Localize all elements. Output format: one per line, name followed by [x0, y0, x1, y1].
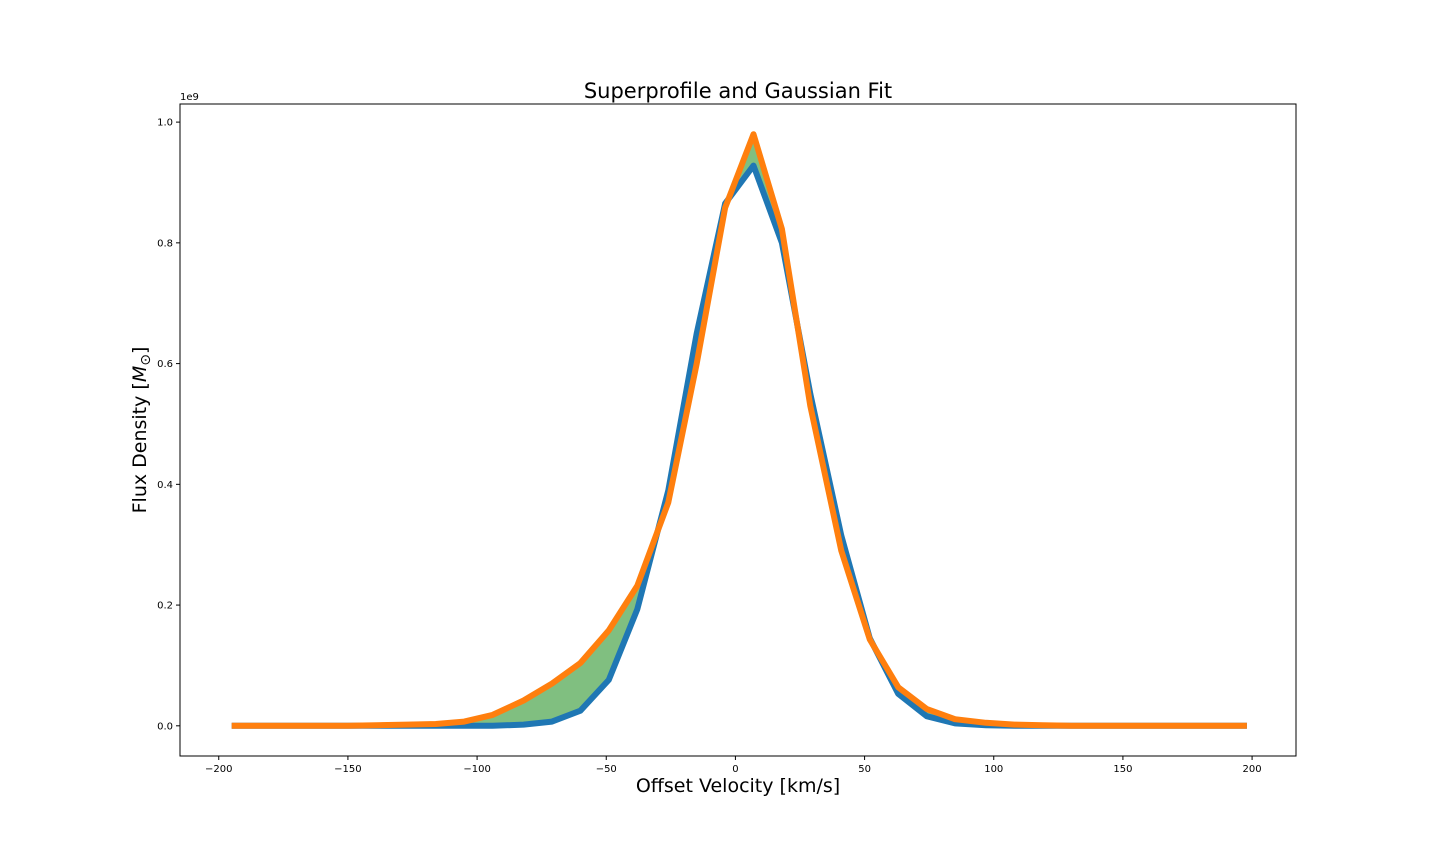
y-axis-label-symbol: M [129, 366, 151, 382]
x-tick-label: −150 [334, 764, 361, 775]
fill-between-area [231, 134, 1247, 726]
x-tick-label: 50 [858, 764, 871, 775]
series-line-1 [231, 162, 1247, 729]
y-ticks-layer: 0.0 0.2 0.4 0.6 0.8 1.0 [157, 118, 180, 732]
y-tick-label: 0.8 [157, 238, 173, 249]
x-tick-label: 0 [732, 764, 738, 775]
x-tick-label: 200 [1243, 764, 1262, 775]
x-tick-label: −200 [205, 764, 232, 775]
y-offset-text: 1e9 [180, 92, 199, 103]
y-tick-label: 1.0 [157, 118, 173, 129]
x-axis-label: Offset Velocity [km/s] [636, 775, 840, 797]
y-tick-label: 0.2 [157, 601, 173, 612]
fill-between-area-layer [231, 134, 1247, 726]
chart-title: Superprofile and Gaussian Fit [584, 79, 892, 103]
x-tick-label: −100 [463, 764, 490, 775]
x-tick-label: −50 [596, 764, 617, 775]
y-axis-label-text: Flux Density [ [129, 382, 151, 513]
y-tick-label: 0.6 [157, 359, 173, 370]
plot-frame [179, 103, 1297, 757]
y-axis-label-subscript: ⊙ [138, 354, 154, 366]
x-ticks-layer: −200 −150 −100 −50 0 50 100 150 200 [205, 756, 1262, 775]
x-tick-label: 150 [1113, 764, 1132, 775]
y-tick-label: 0.4 [157, 480, 173, 491]
series-line-2 [231, 131, 1247, 729]
y-tick-label: 0.0 [157, 721, 173, 732]
series-lines-layer [231, 131, 1247, 729]
y-axis-label: Flux Density [M⊙] [129, 347, 154, 514]
x-tick-label: 100 [984, 764, 1003, 775]
y-axis-label-close: ] [129, 347, 151, 354]
